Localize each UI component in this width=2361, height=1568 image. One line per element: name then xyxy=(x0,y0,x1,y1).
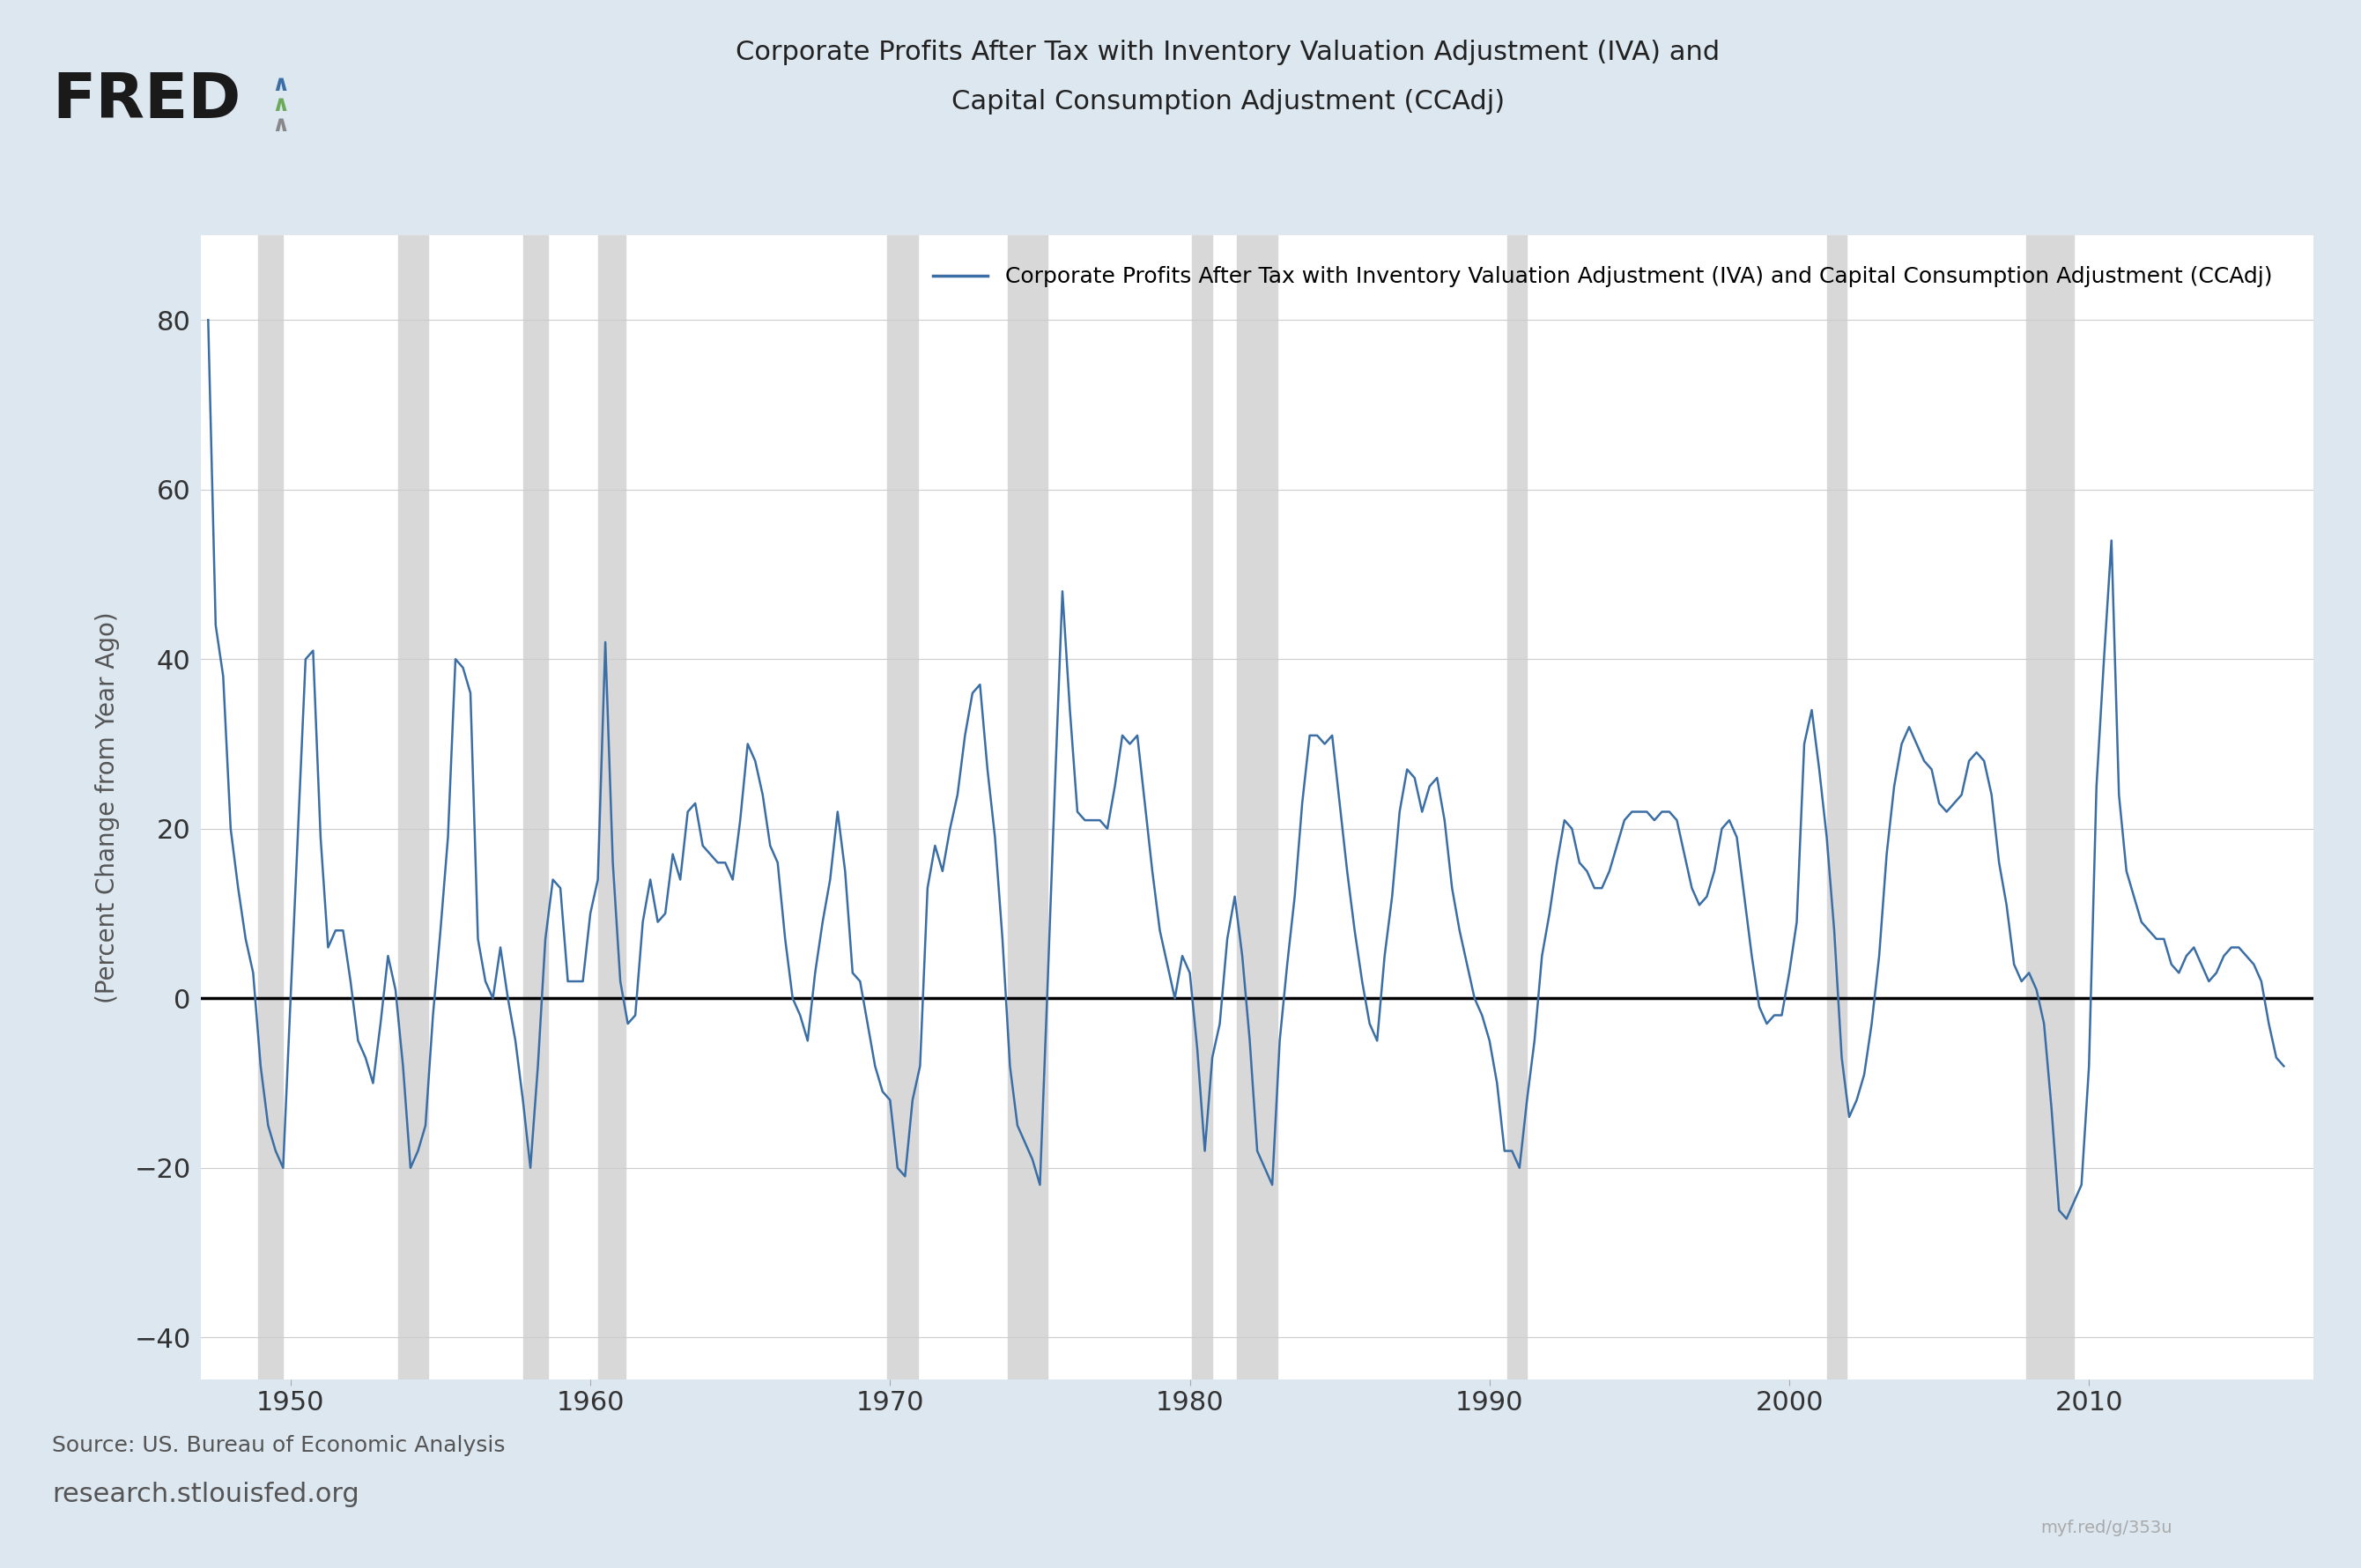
Bar xyxy=(597,235,626,1380)
Bar xyxy=(522,235,548,1380)
Bar xyxy=(1506,235,1528,1380)
Text: Corporate Profits After Tax with Inventory Valuation Adjustment (IVA) and: Corporate Profits After Tax with Invento… xyxy=(737,39,1719,64)
Bar xyxy=(888,235,918,1380)
Bar xyxy=(257,235,283,1380)
Text: myf.red/g/353u: myf.red/g/353u xyxy=(2040,1519,2172,1537)
Y-axis label: (Percent Change from Year Ago): (Percent Change from Year Ago) xyxy=(94,612,120,1004)
Bar xyxy=(1008,235,1048,1380)
Text: ∧: ∧ xyxy=(272,74,290,94)
Bar xyxy=(1192,235,1211,1380)
Bar xyxy=(399,235,427,1380)
Bar xyxy=(1237,235,1277,1380)
Text: ∧: ∧ xyxy=(272,94,290,114)
Text: ∧: ∧ xyxy=(272,114,290,135)
Legend: Corporate Profits After Tax with Inventory Valuation Adjustment (IVA) and Capita: Corporate Profits After Tax with Invento… xyxy=(923,257,2281,296)
Text: Source: US. Bureau of Economic Analysis: Source: US. Bureau of Economic Analysis xyxy=(52,1435,505,1455)
Text: research.stlouisfed.org: research.stlouisfed.org xyxy=(52,1482,359,1507)
Text: FRED: FRED xyxy=(52,71,241,132)
Bar xyxy=(1827,235,1846,1380)
Bar xyxy=(2026,235,2073,1380)
Text: Capital Consumption Adjustment (CCAdj): Capital Consumption Adjustment (CCAdj) xyxy=(951,89,1504,114)
